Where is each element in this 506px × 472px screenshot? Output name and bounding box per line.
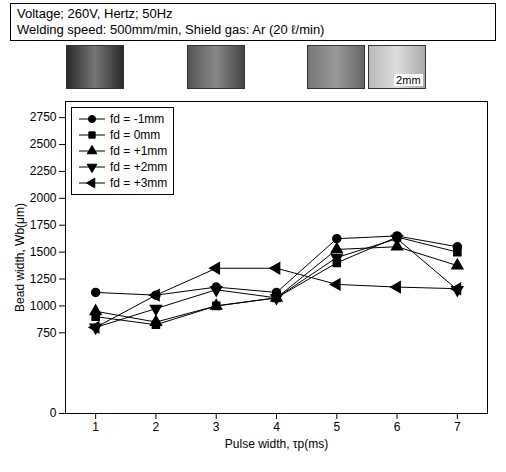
html-text:fd = +1mm: fd = +1mm: [110, 144, 168, 158]
svg-text:1750: 1750: [30, 218, 57, 232]
html-text:Voltage; 260V, Hertz; 50Hz: Voltage; 260V, Hertz; 50Hz: [17, 6, 173, 21]
svg-text:2000: 2000: [30, 191, 57, 205]
svg-text:6: 6: [394, 420, 401, 434]
svg-text:1500: 1500: [30, 245, 57, 259]
html-text:Welding speed: 500mm/min, Shie: Welding speed: 500mm/min, Shield gas: Ar…: [17, 22, 325, 37]
svg-text:2250: 2250: [30, 164, 57, 178]
html-text:2mm: 2mm: [396, 74, 421, 86]
html-text:fd = +2mm: fd = +2mm: [110, 160, 168, 174]
svg-text:1000: 1000: [30, 299, 57, 313]
svg-text:Bead width, Wb(μm): Bead width, Wb(μm): [13, 203, 27, 312]
svg-text:1: 1: [92, 420, 99, 434]
svg-text:3: 3: [213, 420, 220, 434]
svg-text:7: 7: [454, 420, 461, 434]
svg-text:750: 750: [36, 326, 56, 340]
svg-text:0: 0: [50, 406, 57, 420]
svg-text:Pulse width, τp(ms): Pulse width, τp(ms): [225, 437, 328, 451]
html-text:fd = 0mm: fd = 0mm: [110, 128, 161, 142]
svg-text:5: 5: [333, 420, 340, 434]
html-text:fd = +3mm: fd = +3mm: [110, 176, 168, 190]
svg-text:2750: 2750: [30, 110, 57, 124]
html-text:fd = -1mm: fd = -1mm: [110, 112, 165, 126]
svg-text:2: 2: [153, 420, 160, 434]
svg-text:4: 4: [273, 420, 280, 434]
svg-text:1250: 1250: [30, 272, 57, 286]
svg-text:2500: 2500: [30, 137, 57, 151]
